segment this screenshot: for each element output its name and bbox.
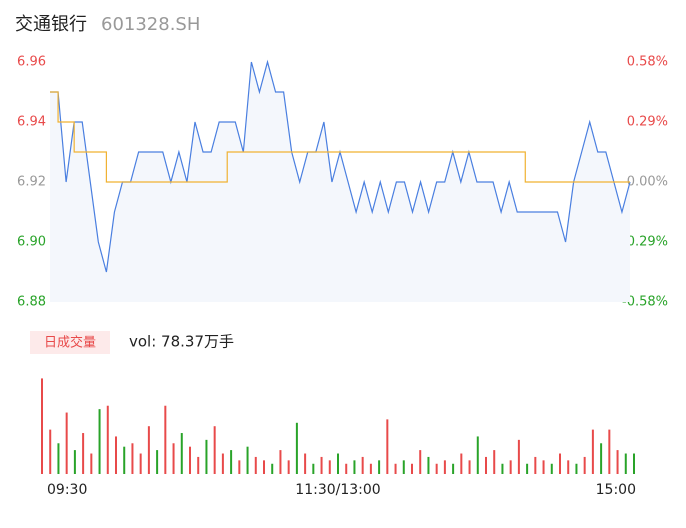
volume-bar bbox=[246, 446, 249, 474]
volume-bar bbox=[550, 463, 553, 474]
x-tick-label: 09:30 bbox=[47, 482, 87, 498]
volume-total: vol: 78.37万手 bbox=[129, 333, 234, 351]
volume-bar bbox=[353, 460, 356, 474]
volume-bar bbox=[419, 450, 422, 474]
volume-bar bbox=[394, 463, 397, 474]
volume-bar bbox=[131, 443, 134, 474]
volume-bar bbox=[115, 436, 117, 474]
volume-bar bbox=[501, 463, 504, 474]
y2-tick-label: 0.29% bbox=[627, 115, 668, 130]
volume-bar bbox=[361, 456, 364, 474]
y-tick-label: 6.96 bbox=[17, 55, 46, 70]
volume-bar bbox=[65, 412, 68, 474]
volume-bar bbox=[485, 456, 487, 474]
volume-bar bbox=[624, 453, 627, 474]
volume-bar bbox=[147, 426, 150, 474]
volume-bar bbox=[542, 460, 545, 474]
volume-bar bbox=[156, 450, 159, 474]
volume-bar bbox=[427, 456, 430, 474]
stock-code: 601328.SH bbox=[101, 14, 200, 35]
volume-bar bbox=[164, 405, 167, 474]
volume-bar bbox=[337, 453, 339, 474]
x-tick-label: 11:30/13:00 bbox=[295, 482, 380, 498]
volume-bar bbox=[197, 456, 200, 474]
volume-bar bbox=[509, 460, 512, 474]
volume-bar bbox=[534, 456, 537, 474]
y-tick-label: 6.92 bbox=[17, 175, 46, 190]
volume-bar bbox=[123, 446, 126, 474]
volume-bar bbox=[73, 450, 76, 474]
y2-tick-label: -0.29% bbox=[622, 235, 668, 250]
volume-bar bbox=[271, 463, 274, 474]
volume-bar bbox=[49, 429, 52, 474]
volume-bar bbox=[328, 460, 331, 474]
volume-bar bbox=[559, 453, 561, 474]
volume-bar bbox=[287, 460, 290, 474]
y2-tick-label: 0.00% bbox=[627, 175, 668, 190]
volume-bar bbox=[378, 460, 381, 474]
volume-bar bbox=[189, 446, 191, 474]
volume-bar bbox=[263, 460, 265, 474]
volume-bar bbox=[295, 422, 298, 474]
y2-tick-label: -0.58% bbox=[622, 295, 668, 310]
volume-bar bbox=[402, 460, 405, 474]
volume-bar bbox=[254, 456, 257, 474]
y-tick-label: 6.88 bbox=[17, 295, 46, 310]
volume-badge bbox=[30, 331, 110, 354]
volume-bar bbox=[600, 443, 603, 474]
volume-bar bbox=[435, 463, 438, 474]
volume-bar bbox=[41, 378, 43, 474]
volume-bar bbox=[57, 443, 60, 474]
volume-bar bbox=[468, 460, 471, 474]
volume-bar bbox=[526, 463, 529, 474]
volume-bar bbox=[304, 453, 307, 474]
y2-tick-label: 0.58% bbox=[627, 55, 668, 70]
volume-bar bbox=[460, 453, 463, 474]
volume-bar bbox=[279, 450, 282, 474]
volume-bar bbox=[567, 460, 570, 474]
volume-bar bbox=[575, 463, 578, 474]
volume-bar bbox=[221, 453, 224, 474]
volume-bar bbox=[411, 463, 413, 474]
volume-bar bbox=[106, 405, 109, 474]
y-tick-label: 6.94 bbox=[17, 115, 46, 130]
stock-name: 交通银行 bbox=[15, 14, 87, 35]
volume-bar bbox=[345, 463, 348, 474]
x-tick-label: 15:00 bbox=[596, 482, 636, 498]
y-tick-label: 6.90 bbox=[17, 235, 46, 250]
volume-bar bbox=[591, 429, 594, 474]
volume-bar bbox=[312, 463, 315, 474]
volume-bar bbox=[443, 460, 446, 474]
volume-bar bbox=[517, 439, 520, 474]
volume-bar bbox=[90, 453, 93, 474]
volume-badge-label: 日成交量 bbox=[44, 335, 96, 351]
volume-bar bbox=[139, 453, 142, 474]
volume-bar bbox=[633, 453, 635, 474]
volume-bar bbox=[583, 456, 586, 474]
volume-bar bbox=[230, 450, 233, 474]
volume-bar bbox=[320, 456, 323, 474]
volume-bar bbox=[172, 443, 175, 474]
average-line bbox=[50, 91, 630, 183]
volume-bar bbox=[616, 450, 619, 474]
volume-bar bbox=[386, 419, 389, 474]
volume-bar bbox=[452, 463, 455, 474]
volume-bar bbox=[213, 426, 216, 474]
volume-bar bbox=[205, 439, 208, 474]
volume-bar bbox=[608, 429, 611, 474]
volume-bar bbox=[476, 436, 479, 474]
volume-bar bbox=[369, 463, 372, 474]
volume-bar bbox=[98, 409, 101, 474]
volume-bar bbox=[238, 460, 241, 474]
volume-bar bbox=[180, 433, 183, 474]
volume-bar bbox=[82, 433, 85, 474]
volume-bar bbox=[493, 450, 496, 474]
